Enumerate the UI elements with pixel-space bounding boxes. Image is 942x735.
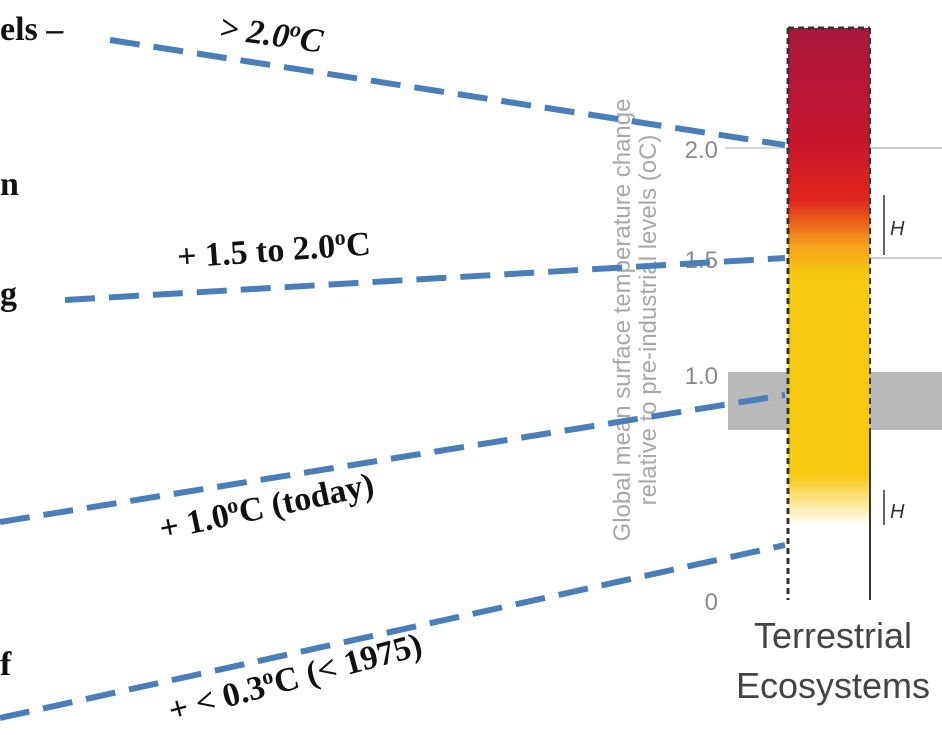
category-label: Terrestrial xyxy=(754,615,912,656)
left-text: f xyxy=(0,646,12,683)
leader-line xyxy=(0,545,785,718)
tick-label: 2.0 xyxy=(685,137,718,164)
leader-line xyxy=(0,395,785,522)
left-text: els – xyxy=(0,11,64,48)
tick-label: 0 xyxy=(705,589,718,616)
annotation: > 2.0oC xyxy=(217,6,326,60)
left-text: g xyxy=(0,276,17,313)
tick-label: 1.0 xyxy=(685,363,718,390)
left-text: n xyxy=(0,166,19,203)
annotation: + 1.5 to 2.0oC xyxy=(176,223,372,276)
marker: H xyxy=(890,501,905,523)
category-label: Ecosystems xyxy=(736,665,930,706)
axis-title: relative to pre-industrial levels (oC) xyxy=(635,135,662,506)
marker: H xyxy=(890,218,905,240)
axis-title: Global mean surface temperature change xyxy=(609,99,636,542)
ember-bar xyxy=(788,28,870,600)
slide: els – n g f Global mean surface temperat… xyxy=(0,0,942,735)
annotation: + < 0.3oC (< 1975) xyxy=(164,624,426,730)
leader-line xyxy=(65,258,785,300)
leader-line xyxy=(110,40,785,145)
